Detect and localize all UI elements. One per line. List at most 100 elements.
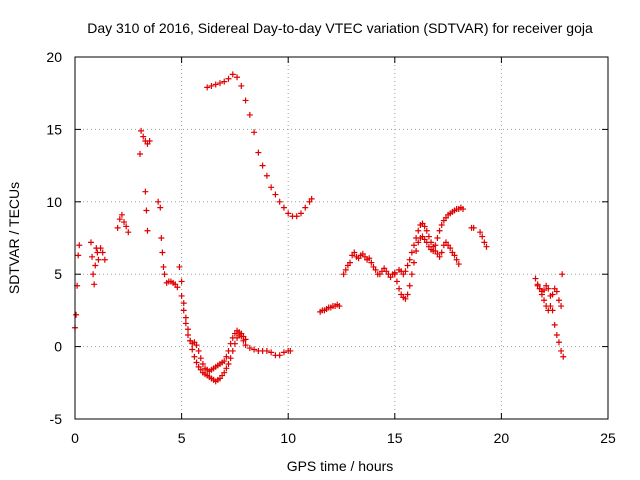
data-point [160, 263, 167, 270]
data-point [142, 188, 149, 195]
data-point [229, 71, 236, 78]
data-point [532, 275, 539, 282]
data-point [101, 256, 108, 263]
data-point [184, 332, 191, 339]
data-point [406, 256, 413, 263]
data-point [229, 347, 236, 354]
data-point [94, 249, 101, 256]
y-axis-label: SDTVAR / TECUs [6, 182, 22, 294]
y-tick-label: -5 [50, 411, 63, 427]
data-point [558, 347, 565, 354]
y-tick-label: 10 [46, 194, 62, 210]
data-point [553, 288, 560, 295]
data-point [225, 360, 232, 367]
gridlines [75, 57, 608, 419]
data-point [402, 268, 409, 275]
data-point [143, 207, 150, 214]
data-point [340, 271, 347, 278]
data-point [178, 278, 185, 285]
data-point [415, 239, 422, 246]
data-point [404, 262, 411, 269]
data-point [336, 303, 343, 310]
data-point [481, 239, 488, 246]
data-point [547, 303, 554, 310]
data-point [558, 303, 565, 310]
data-point [413, 248, 420, 255]
axis-ticks: 0 5 10 15 20 25 -5 0 5 10 15 20 [46, 49, 616, 446]
data-point [118, 211, 125, 218]
data-point [180, 300, 187, 307]
x-tick-label: 15 [387, 430, 403, 446]
data-point [308, 195, 315, 202]
data-point [208, 82, 215, 89]
data-point [199, 360, 206, 367]
data-point [404, 291, 411, 298]
x-tick-label: 25 [600, 430, 616, 446]
data-point [90, 271, 97, 278]
data-point [541, 297, 548, 304]
data-point [75, 252, 82, 259]
data-point [193, 342, 200, 349]
data-point [242, 336, 249, 343]
data-point [415, 227, 422, 234]
data-point [549, 291, 556, 298]
data-point [276, 198, 283, 205]
data-point [234, 74, 241, 81]
data-point [434, 235, 441, 241]
series-seg-c [114, 211, 132, 236]
data-point [87, 239, 94, 246]
series-seg-m [468, 224, 490, 250]
data-point [123, 223, 130, 230]
data-point [541, 287, 548, 294]
series-seg-j [340, 249, 398, 281]
chart-title: Day 310 of 2016, Sidereal Day-to-day VTE… [87, 20, 593, 36]
x-tick-label: 5 [178, 430, 186, 446]
y-tick-label: 5 [54, 266, 62, 282]
data-point [182, 314, 189, 321]
data-point [255, 149, 262, 156]
data-point [89, 253, 96, 260]
data-point [146, 137, 153, 144]
data-point [428, 239, 435, 246]
data-point [191, 353, 198, 360]
y-tick-label: 20 [46, 49, 62, 65]
data-point [242, 97, 249, 104]
data-point [347, 259, 354, 266]
data-point [410, 242, 417, 249]
data-point [161, 271, 168, 278]
data-point [263, 347, 270, 354]
data-point [97, 245, 104, 252]
data-point [73, 311, 80, 318]
data-point [280, 204, 287, 211]
data-point [436, 253, 443, 260]
series-seg-i [317, 301, 343, 315]
data-point [455, 261, 462, 268]
data-point [287, 347, 294, 354]
data-point [272, 191, 279, 198]
data-point [268, 349, 275, 356]
data-point [438, 221, 445, 228]
y-tick-label: 15 [46, 121, 62, 137]
data-point [402, 295, 409, 302]
data-point [178, 292, 185, 299]
data-point [545, 307, 552, 314]
data-point [189, 346, 196, 353]
data-point [116, 216, 123, 223]
data-point [438, 249, 445, 256]
data-point [95, 256, 102, 263]
data-point [410, 259, 417, 266]
data-point [125, 229, 132, 236]
data-point [477, 229, 484, 236]
data-point [366, 255, 373, 262]
data-point [187, 337, 194, 344]
data-point [453, 256, 460, 263]
data-point [212, 81, 219, 88]
data-point [114, 224, 121, 231]
data-point [231, 340, 238, 347]
data-point [555, 297, 562, 304]
data-point [408, 249, 415, 256]
data-point [195, 347, 202, 354]
data-point [396, 285, 403, 292]
data-point [251, 129, 258, 136]
